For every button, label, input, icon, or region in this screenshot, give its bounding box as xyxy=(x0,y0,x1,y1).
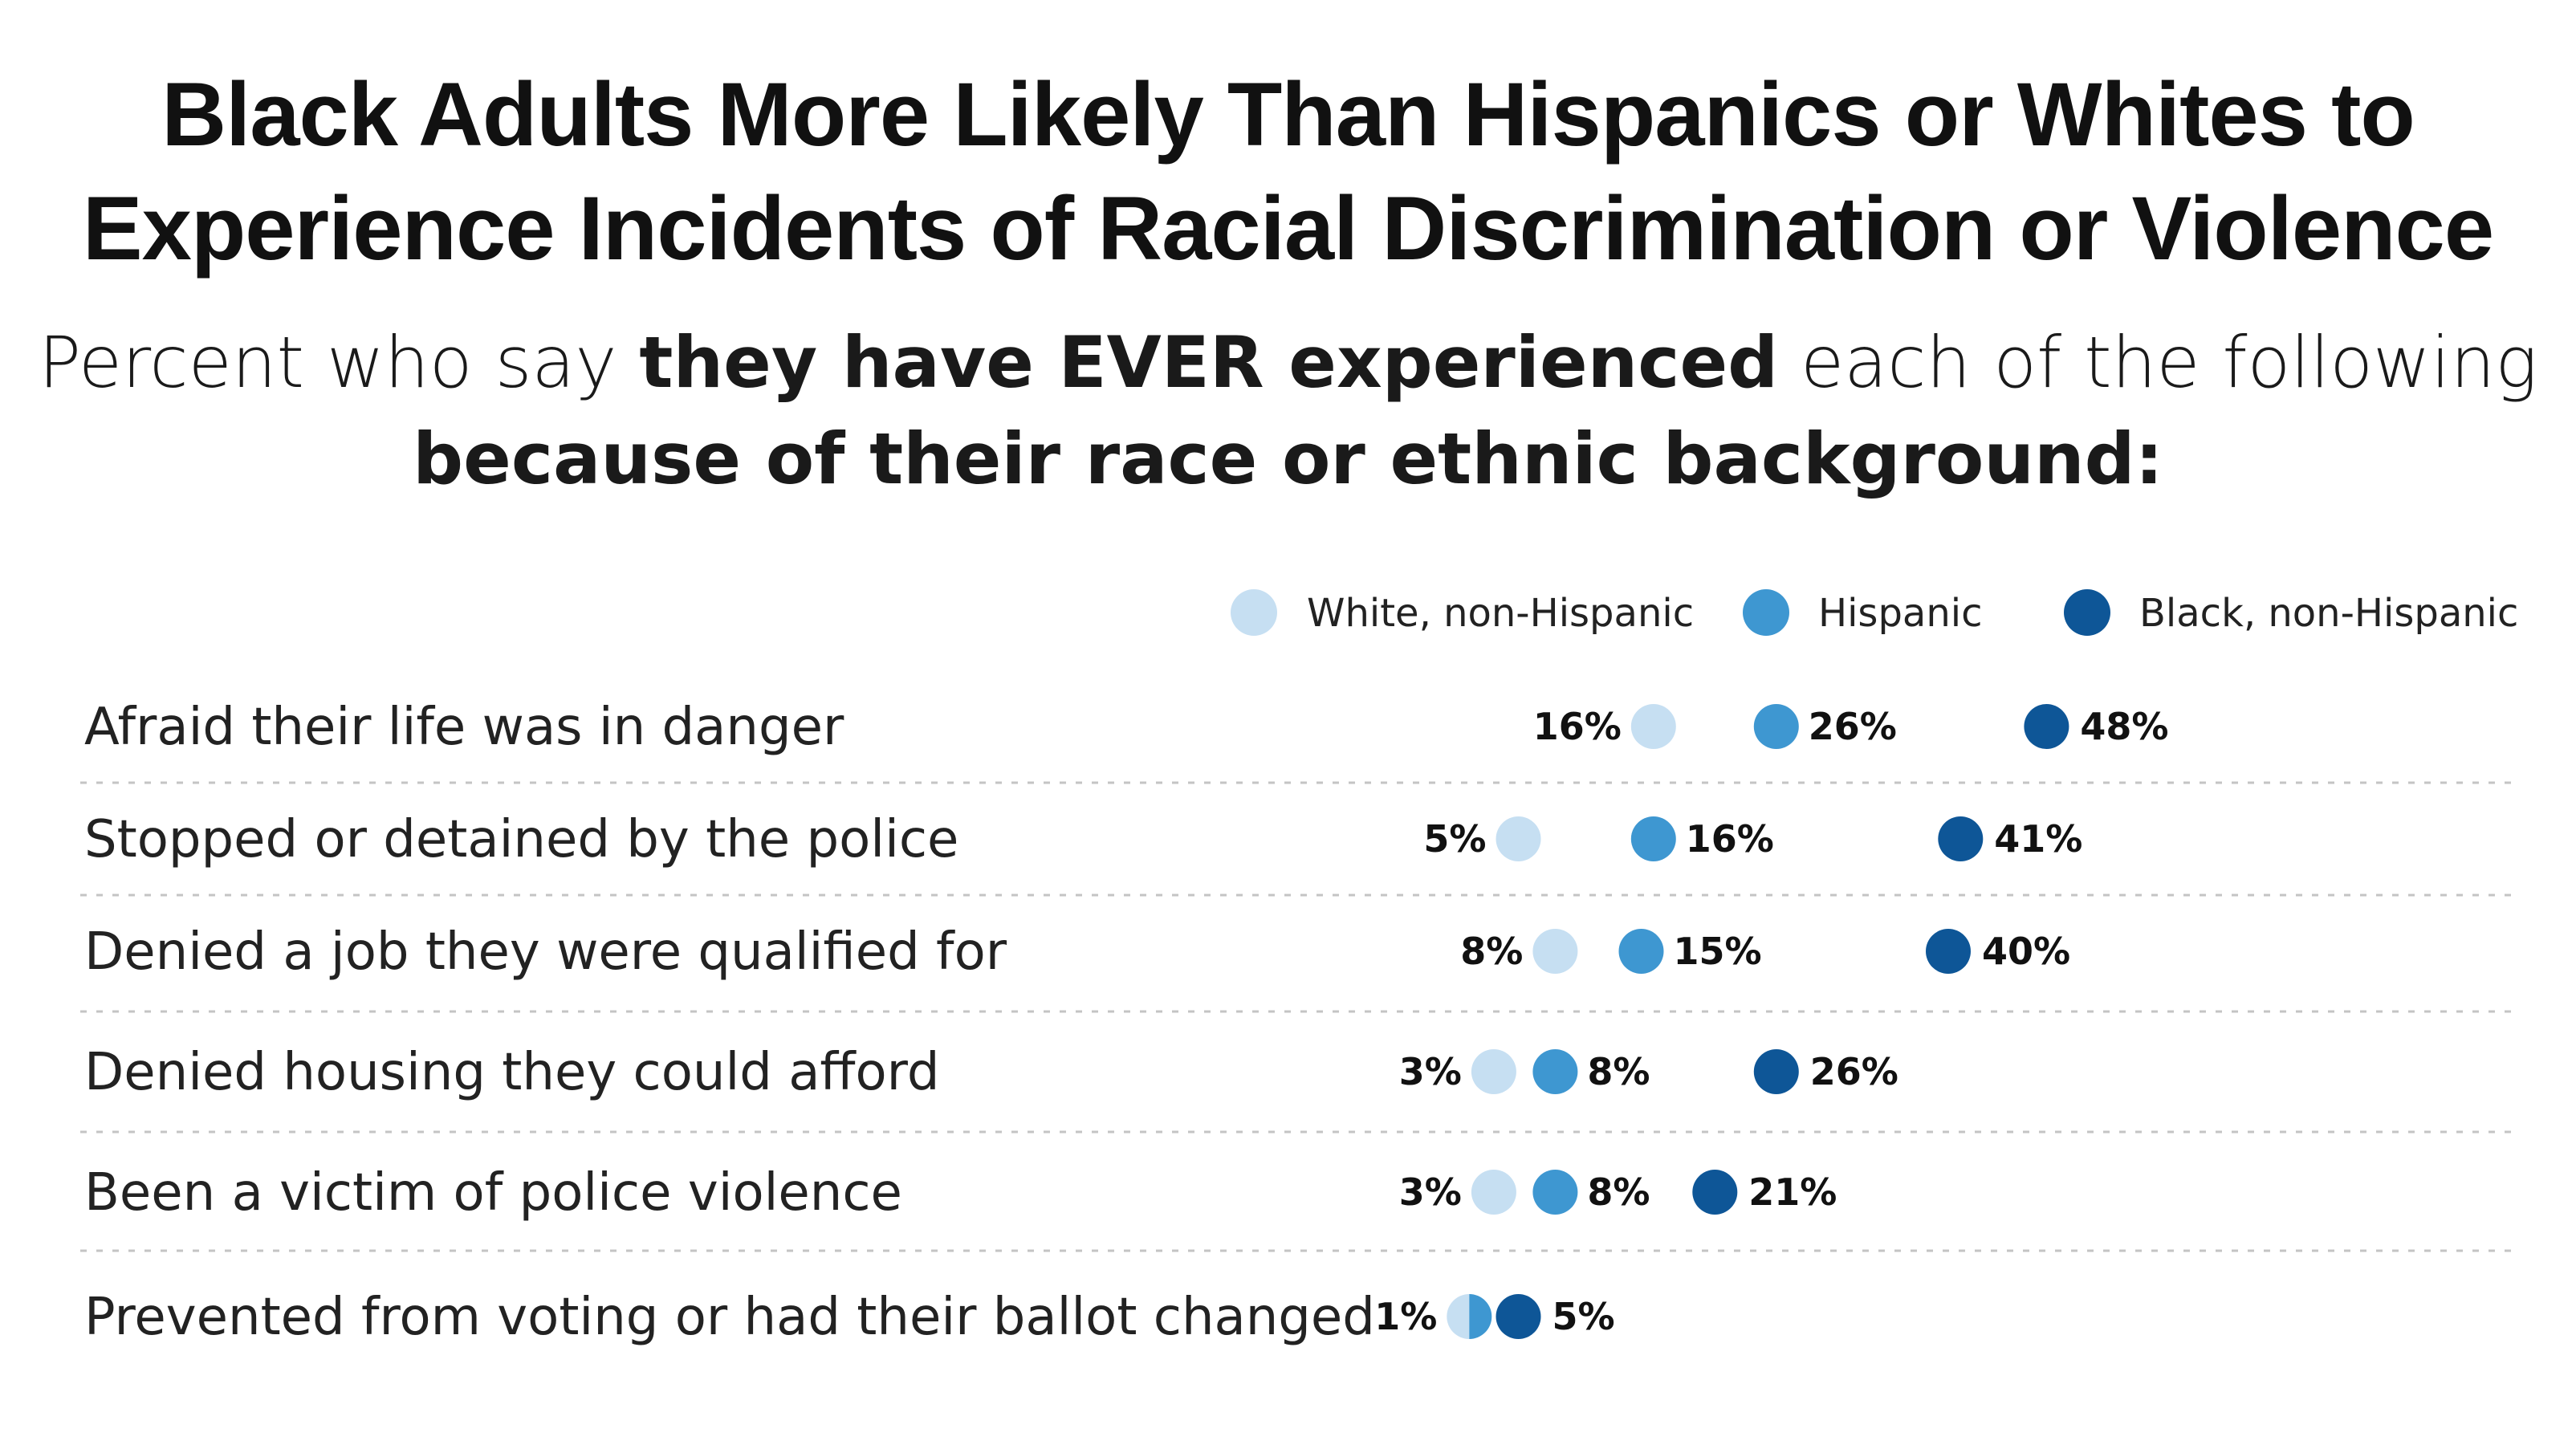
dot-white-1 xyxy=(1496,816,1541,861)
value-label-black-1: 41% xyxy=(1994,817,2082,861)
value-label-hispanic-2: 15% xyxy=(1674,930,1762,973)
dot-black-0 xyxy=(2024,704,2069,749)
value-label-white-2: 8% xyxy=(1460,930,1523,973)
value-label-white-4: 3% xyxy=(1399,1170,1462,1214)
value-label-white-0: 16% xyxy=(1533,705,1622,748)
dot-black-3 xyxy=(1753,1049,1799,1094)
dot-hispanic-2 xyxy=(1618,929,1664,974)
chart-title-line-2: Experience Incidents of Racial Discrimin… xyxy=(82,178,2494,279)
dot-black-1 xyxy=(1938,816,1984,861)
chart-subtitle-line-1: Percent who say they have EVER experienc… xyxy=(0,321,2576,404)
value-label-hispanic-1: 16% xyxy=(1686,817,1774,861)
dot-hispanic-1 xyxy=(1630,816,1676,861)
value-label-hispanic-0: 26% xyxy=(1809,705,1897,748)
category-label-5: Prevented from voting or had their ballo… xyxy=(84,1288,1375,1347)
value-label-black-2: 40% xyxy=(1982,930,2070,973)
legend-label-0: White, non-Hispanic xyxy=(1307,591,1694,636)
legend-dot-0 xyxy=(1231,589,1277,636)
dot-white-0 xyxy=(1630,704,1676,749)
legend-dot-2 xyxy=(2064,589,2110,636)
value-label-white-3: 3% xyxy=(1399,1050,1462,1093)
legend-dot-1 xyxy=(1743,589,1789,636)
dot-white-4 xyxy=(1471,1170,1516,1215)
dot-black-5 xyxy=(1496,1294,1541,1339)
dot-black-2 xyxy=(1926,929,1971,974)
chart-subtitle-line-2: because of their race or ethnic backgrou… xyxy=(0,417,2576,500)
dot-white-5 xyxy=(1447,1294,1470,1339)
dot-white-2 xyxy=(1532,929,1578,974)
dot-white-3 xyxy=(1471,1049,1516,1094)
value-label-white-1: 5% xyxy=(1423,817,1486,861)
subtitle-bold-1: they have EVER experienced xyxy=(639,321,1779,404)
value-label-black-3: 26% xyxy=(1810,1050,1898,1093)
subtitle-part-1: Percent who say xyxy=(38,321,640,404)
chart-title-line-1: Black Adults More Likely Than Hispanics … xyxy=(161,64,2415,165)
value-label-black-5: 5% xyxy=(1553,1295,1615,1338)
value-label-black-4: 21% xyxy=(1748,1170,1837,1214)
legend-label-1: Hispanic xyxy=(1818,591,1982,636)
category-label-2: Denied a job they were qualified for xyxy=(84,922,1007,982)
category-label-1: Stopped or detained by the police xyxy=(84,810,958,869)
value-label-black-0: 48% xyxy=(2080,705,2168,748)
legend-label-2: Black, non-Hispanic xyxy=(2139,591,2518,636)
category-label-4: Been a victim of police violence xyxy=(84,1163,902,1223)
dot-black-4 xyxy=(1692,1170,1738,1215)
subtitle-part-2: each of the following xyxy=(1778,321,2538,404)
value-label-hispanic-4: 8% xyxy=(1587,1170,1650,1214)
dot-hispanic-3 xyxy=(1532,1049,1578,1094)
subtitle-bold-2: because of their race or ethnic backgrou… xyxy=(413,417,2163,500)
dot-hispanic-5 xyxy=(1469,1294,1492,1339)
category-label-0: Afraid their life was in danger xyxy=(84,698,844,757)
category-label-3: Denied housing they could afford xyxy=(84,1043,939,1102)
dot-hispanic-0 xyxy=(1753,704,1799,749)
value-label-hispanic-3: 8% xyxy=(1587,1050,1650,1093)
dot-hispanic-4 xyxy=(1532,1170,1578,1215)
value-label-white-5: 1% xyxy=(1374,1295,1437,1338)
